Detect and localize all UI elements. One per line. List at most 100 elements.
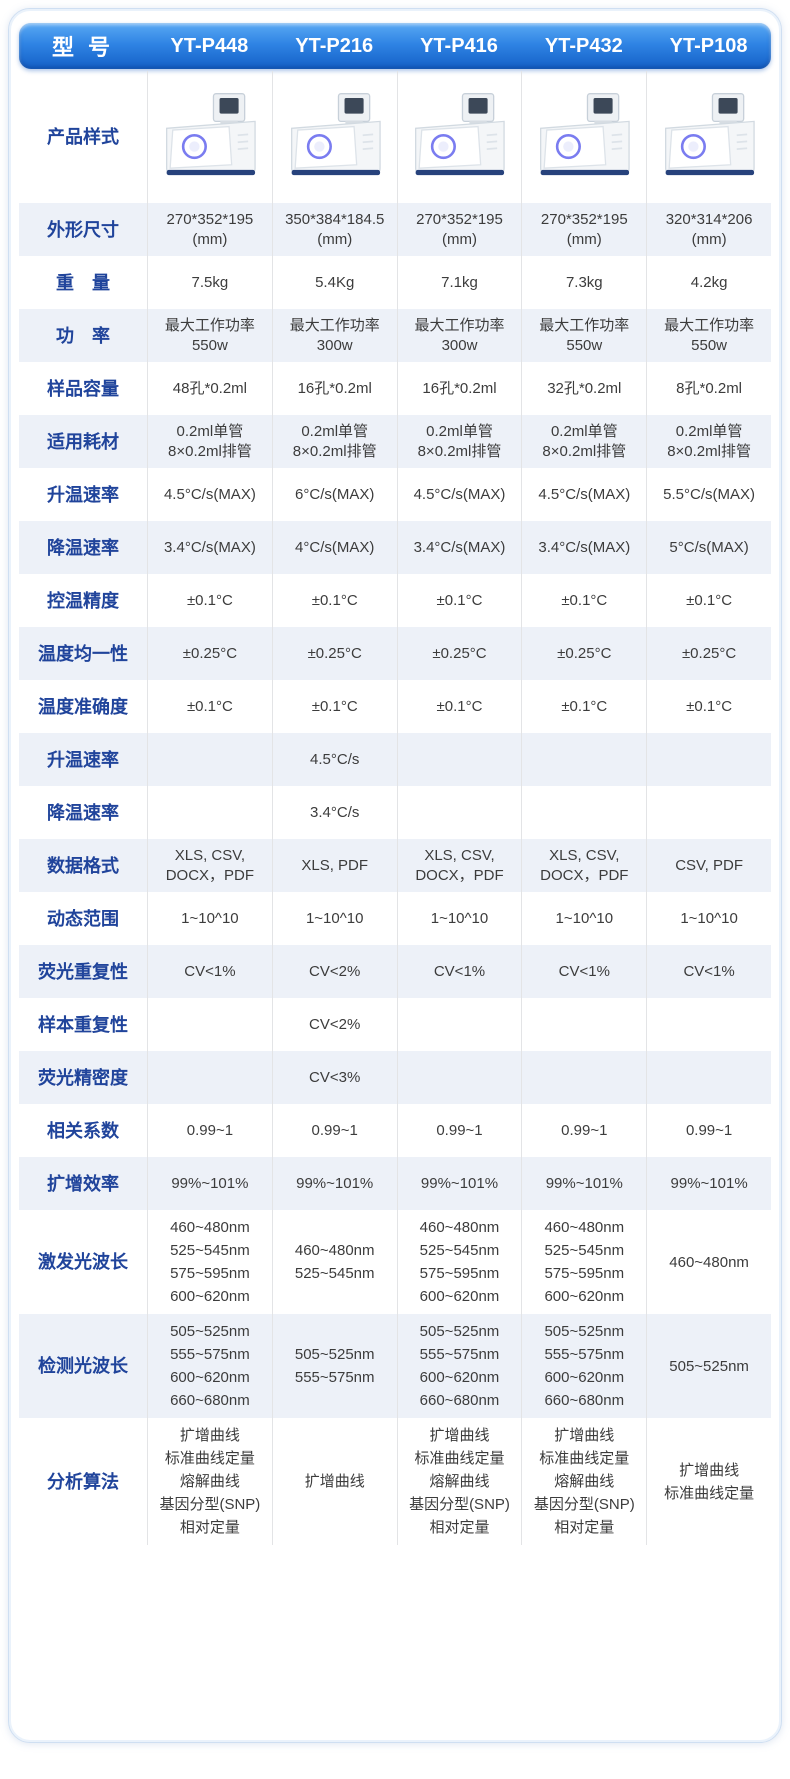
- cell-sample-capacity-YT-P448: 48孔*0.2ml: [147, 362, 272, 415]
- cell-correlation-coefficient-YT-P432: 0.99~1: [521, 1104, 646, 1157]
- cell-excitation-wavelength-YT-P432: 460~480nm 525~545nm 575~595nm 600~620nm: [521, 1210, 646, 1314]
- cell-dynamic-range-YT-P416: 1~10^10: [396, 892, 522, 945]
- row-label-correlation-coefficient: 相关系数: [47, 1120, 119, 1141]
- cell-fluorescence-repeatability-YT-P216: CV<2%: [271, 945, 397, 998]
- cell-dimensions-YT-P448: 270*352*195 (mm): [147, 203, 272, 256]
- row-label-sample-repeatability: 样本重复性: [38, 1014, 128, 1035]
- row-label-temp-uniformity: 温度均一性: [38, 643, 128, 664]
- table-row-data-format: 数据格式 XLS, CSV, DOCX，PDF XLS, PDF XLS, CSV, …: [19, 839, 771, 892]
- product-photo-YT-P108: [646, 71, 771, 203]
- cell-detection-wavelength-YT-P216: 505~525nm 555~575nm: [271, 1314, 397, 1418]
- header-model-yt-p432: YT-P432: [544, 34, 623, 57]
- cell-detection-wavelength-YT-P432: 505~525nm 555~575nm 600~620nm 660~680nm: [521, 1314, 646, 1418]
- row-label-consumables: 适用耗材: [47, 431, 119, 452]
- cell-sample-capacity-YT-P416: 16孔*0.2ml: [396, 362, 522, 415]
- cell-heating-rate-YT-P108: 5.5°C/s(MAX): [646, 468, 771, 521]
- cell-consumables-YT-P416: 0.2ml单管 8×0.2ml排管: [396, 415, 522, 468]
- row-label-cooling-rate: 降温速率: [47, 537, 119, 558]
- cell-consumables-YT-P432: 0.2ml单管 8×0.2ml排管: [521, 415, 646, 468]
- row-label-temp-accuracy: 温度准确度: [38, 696, 128, 717]
- cell-data-format-YT-P108: CSV, PDF: [646, 839, 771, 892]
- cell-sample-capacity-YT-P432: 32孔*0.2ml: [521, 362, 646, 415]
- table-row-dimensions: 外形尺寸 270*352*195 (mm) 350*384*184.5 (mm) 27…: [19, 203, 771, 256]
- cell-temp-accuracy-YT-P448: ±0.1°C: [147, 680, 272, 733]
- table-row-consumables: 适用耗材 0.2ml单管 8×0.2ml排管 0.2ml单管 8×0.2ml排管 0.…: [19, 415, 771, 468]
- cell-cooling-rate-YT-P216: 4°C/s(MAX): [271, 521, 397, 574]
- cell-temp-control-precision-YT-P432: ±0.1°C: [521, 574, 646, 627]
- table-row-analysis-algorithm: 分析算法 扩增曲线 标准曲线定量 熔解曲线 基因分型(SNP) 相对定量 扩增曲线扩…: [19, 1418, 771, 1545]
- row-label-fluorescence-precision: 荧光精密度: [38, 1067, 128, 1088]
- row-label-heating-rate-2: 升温速率: [47, 749, 119, 770]
- cell-analysis-algorithm-YT-P216: 扩增曲线: [271, 1418, 397, 1545]
- cell-excitation-wavelength-YT-P108: 460~480nm: [646, 1210, 771, 1314]
- cell-dynamic-range-YT-P216: 1~10^10: [271, 892, 397, 945]
- product-photo-YT-P416: [396, 71, 522, 203]
- cell-fluorescence-precision-YT-P448: [147, 1051, 272, 1104]
- cell-temp-uniformity-YT-P108: ±0.25°C: [646, 627, 771, 680]
- cell-power-YT-P432: 最大工作功率 550w: [521, 309, 646, 362]
- cell-consumables-YT-P448: 0.2ml单管 8×0.2ml排管: [147, 415, 272, 468]
- row-label-heating-rate: 升温速率: [47, 484, 119, 505]
- cell-cooling-rate-2-YT-P108: [646, 786, 771, 839]
- cell-detection-wavelength-YT-P416: 505~525nm 555~575nm 600~620nm 660~680nm: [396, 1314, 522, 1418]
- cell-excitation-wavelength-YT-P416: 460~480nm 525~545nm 575~595nm 600~620nm: [396, 1210, 522, 1314]
- cell-weight-YT-P448: 7.5kg: [147, 256, 272, 309]
- cell-power-YT-P416: 最大工作功率 300w: [396, 309, 522, 362]
- row-label-detection-wavelength: 检测光波长: [38, 1356, 128, 1376]
- cell-sample-repeatability-YT-P108: [646, 998, 771, 1051]
- cell-heating-rate-2-YT-P432: [521, 733, 646, 786]
- row-label-product-style: 产品样式: [47, 127, 119, 147]
- cell-heating-rate-YT-P216: 6°C/s(MAX): [271, 468, 397, 521]
- table-row-correlation-coefficient: 相关系数 0.99~1 0.99~1 0.99~1 0.99~1 0.99~1: [19, 1104, 771, 1157]
- cell-amplification-efficiency-YT-P108: 99%~101%: [646, 1157, 771, 1210]
- table-header-row: 型 号 YT-P448 YT-P216 YT-P416 YT-P432 YT-P…: [19, 23, 771, 69]
- cell-dimensions-YT-P432: 270*352*195 (mm): [521, 203, 646, 256]
- table-row-temp-control-precision: 控温精度 ±0.1°C ±0.1°C ±0.1°C ±0.1°C ±0.1°C: [19, 574, 771, 627]
- cell-sample-repeatability-YT-P432: [521, 998, 646, 1051]
- cell-temp-accuracy-YT-P416: ±0.1°C: [396, 680, 522, 733]
- table-row-cooling-rate: 降温速率 3.4°C/s(MAX) 4°C/s(MAX) 3.4°C/s(MAX) 3.…: [19, 521, 771, 574]
- cell-analysis-algorithm-YT-P416: 扩增曲线 标准曲线定量 熔解曲线 基因分型(SNP) 相对定量: [396, 1418, 522, 1545]
- spec-table-body: 产品样式: [19, 71, 771, 1545]
- cell-data-format-YT-P216: XLS, PDF: [271, 839, 397, 892]
- cell-dimensions-YT-P216: 350*384*184.5 (mm): [271, 203, 397, 256]
- table-row-detection-wavelength: 检测光波长 505~525nm 555~575nm 600~620nm 660~6…: [19, 1314, 771, 1418]
- cell-fluorescence-precision-YT-P108: [646, 1051, 771, 1104]
- cell-weight-YT-P108: 4.2kg: [646, 256, 771, 309]
- cell-analysis-algorithm-YT-P448: 扩增曲线 标准曲线定量 熔解曲线 基因分型(SNP) 相对定量: [147, 1418, 272, 1545]
- cell-temp-accuracy-YT-P216: ±0.1°C: [271, 680, 397, 733]
- header-model-yt-p108: YT-P108: [669, 34, 748, 57]
- cell-sample-repeatability-YT-P216: CV<2%: [271, 998, 397, 1051]
- cell-detection-wavelength-YT-P108: 505~525nm: [646, 1314, 771, 1418]
- table-row-product-style: 产品样式: [19, 71, 771, 203]
- cell-heating-rate-2-YT-P216: 4.5°C/s: [271, 733, 397, 786]
- cell-heating-rate-YT-P448: 4.5°C/s(MAX): [147, 468, 272, 521]
- table-row-heating-rate-2: 升温速率 4.5°C/s: [19, 733, 771, 786]
- row-label-analysis-algorithm: 分析算法: [47, 1471, 119, 1492]
- table-row-dynamic-range: 动态范围 1~10^10 1~10^10 1~10^10 1~10^10 1~10^10: [19, 892, 771, 945]
- cell-weight-YT-P216: 5.4Kg: [271, 256, 397, 309]
- cell-cooling-rate-YT-P432: 3.4°C/s(MAX): [521, 521, 646, 574]
- cell-correlation-coefficient-YT-P416: 0.99~1: [396, 1104, 522, 1157]
- cell-weight-YT-P432: 7.3kg: [521, 256, 646, 309]
- table-row-cooling-rate-2: 降温速率 3.4°C/s: [19, 786, 771, 839]
- row-label-temp-control-precision: 控温精度: [47, 590, 119, 611]
- cell-fluorescence-repeatability-YT-P108: CV<1%: [646, 945, 771, 998]
- cell-correlation-coefficient-YT-P216: 0.99~1: [271, 1104, 397, 1157]
- cell-temp-control-precision-YT-P448: ±0.1°C: [147, 574, 272, 627]
- cell-fluorescence-repeatability-YT-P416: CV<1%: [396, 945, 522, 998]
- cell-sample-capacity-YT-P108: 8孔*0.2ml: [646, 362, 771, 415]
- table-row-sample-capacity: 样品容量 48孔*0.2ml 16孔*0.2ml 16孔*0.2ml 32孔*0.2ml…: [19, 362, 771, 415]
- header-model-label: 型 号: [51, 35, 115, 60]
- row-label-power: 功 率: [56, 325, 110, 346]
- table-row-sample-repeatability: 样本重复性 CV<2%: [19, 998, 771, 1051]
- cell-temp-uniformity-YT-P416: ±0.25°C: [396, 627, 522, 680]
- cell-temp-control-precision-YT-P416: ±0.1°C: [396, 574, 522, 627]
- cell-fluorescence-repeatability-YT-P448: CV<1%: [147, 945, 272, 998]
- cell-temp-control-precision-YT-P108: ±0.1°C: [646, 574, 771, 627]
- cell-fluorescence-precision-YT-P216: CV<3%: [271, 1051, 397, 1104]
- cell-cooling-rate-2-YT-P416: [396, 786, 522, 839]
- row-label-dimensions: 外形尺寸: [47, 219, 119, 240]
- row-label-data-format: 数据格式: [47, 855, 119, 876]
